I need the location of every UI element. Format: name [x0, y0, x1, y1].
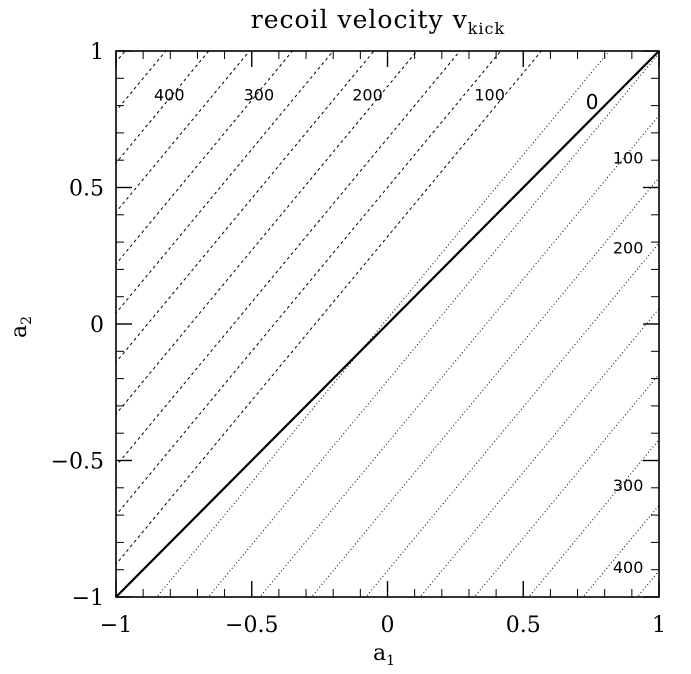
contour-line-15 — [259, 114, 659, 597]
axis-tick-labels: −1 −0.5 0 0.5 1 −1 −0.5 0 0.5 1 — [51, 40, 666, 638]
contour-line-5 — [116, 51, 375, 364]
chart-title-subscript: kick — [468, 19, 505, 38]
x-tick-label: −1 — [100, 613, 132, 638]
contour-line-16 — [310, 176, 659, 597]
contour-value-label: 200 — [613, 239, 644, 258]
contour-value-label: 100 — [613, 148, 644, 167]
contour-line-14 — [207, 52, 659, 597]
contour-labels: 400 300 200 100 0 100 200 300 400 — [154, 86, 643, 577]
contour-value-label: 0 — [586, 90, 599, 114]
contour-line-19 — [473, 373, 659, 597]
contour-lines — [116, 51, 659, 597]
y-tick-label: −0.5 — [51, 450, 104, 475]
y-axis-label-subscript: 2 — [19, 316, 35, 325]
x-tick-label: 0 — [381, 613, 395, 638]
contour-value-label: 100 — [474, 86, 505, 105]
x-tick-label: −0.5 — [225, 613, 278, 638]
contour-line-2 — [116, 51, 502, 516]
contour-line-7 — [116, 51, 294, 265]
x-axis-label-subscript: 1 — [386, 653, 395, 669]
contour-value-label: 300 — [613, 476, 644, 495]
y-tick-label: −1 — [72, 586, 104, 611]
contour-line-3 — [116, 51, 461, 467]
y-tick-label: 1 — [90, 40, 104, 65]
contour-line-21 — [582, 504, 659, 597]
y-tick-label: 0 — [90, 313, 104, 338]
x-axis-label: a1 — [373, 641, 395, 669]
contour-line-9 — [116, 51, 210, 164]
contour-line-17 — [365, 242, 659, 597]
chart-title: recoil velocity vkick — [251, 5, 505, 38]
x-tick-label: 0.5 — [506, 613, 541, 638]
x-tick-label: 1 — [652, 613, 666, 638]
contour-value-label: 300 — [244, 86, 275, 105]
contour-line-0 — [116, 51, 659, 597]
axis-ticks — [115, 50, 660, 598]
contour-line-4 — [116, 51, 418, 415]
y-tick-label: 0.5 — [69, 177, 104, 202]
contour-value-label: 400 — [154, 86, 185, 105]
contour-line-20 — [528, 438, 659, 597]
contour-line-18 — [419, 307, 659, 597]
contour-line-8 — [116, 51, 251, 213]
contour-value-label: 200 — [352, 86, 383, 105]
y-axis-label: a2 — [7, 316, 35, 338]
contour-value-label: 400 — [613, 558, 644, 577]
contour-line-1 — [116, 51, 542, 566]
